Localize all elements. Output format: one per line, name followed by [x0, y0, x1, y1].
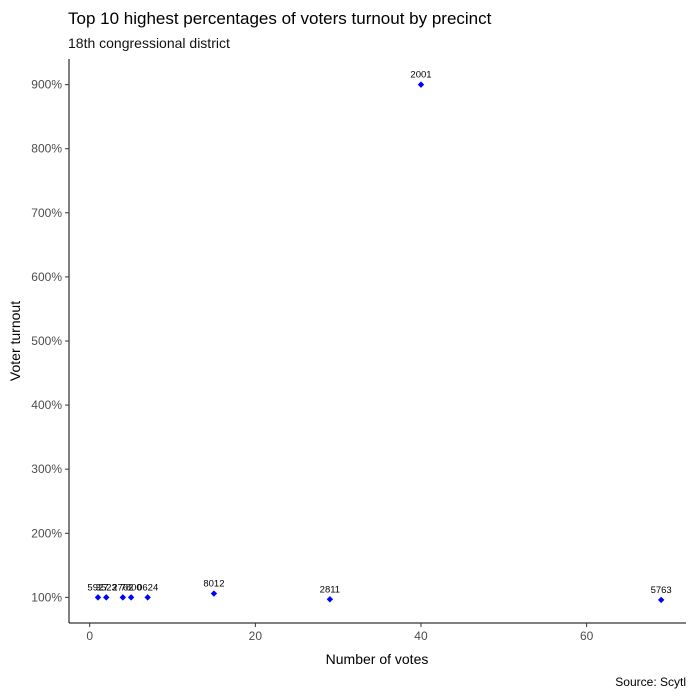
point-label: 2811: [320, 584, 340, 595]
point-label: 5927: [87, 582, 108, 593]
y-tick-label: 500%: [31, 334, 62, 348]
data-point: [119, 594, 127, 601]
data-point: [103, 594, 110, 601]
data-point: [210, 590, 218, 597]
data-point: [144, 594, 151, 601]
x-axis-ticks: 0 20 40 60: [86, 623, 594, 643]
y-tick-label: 900%: [31, 78, 62, 92]
point-label: 3523: [96, 582, 117, 593]
y-tick-label: 800%: [31, 142, 62, 156]
y-axis-title: Voter turnout: [7, 301, 23, 381]
y-tick-label: 700%: [31, 206, 62, 220]
y-tick-label: 600%: [31, 270, 62, 284]
y-tick-label: 200%: [31, 526, 62, 540]
x-tick-label: 40: [414, 629, 428, 643]
y-tick-label: 100%: [31, 590, 62, 604]
chart-subtitle: 18th congressional district: [68, 35, 230, 51]
data-point: [94, 594, 102, 601]
data-point: [127, 594, 135, 601]
data-point: [417, 81, 425, 88]
point-label: 2001: [410, 70, 431, 81]
data-point: [326, 596, 334, 603]
y-tick-label: 300%: [31, 462, 62, 476]
point-label: 2762: [112, 582, 133, 593]
point-label: 7800: [121, 582, 142, 593]
y-tick-label: 400%: [31, 398, 62, 412]
point-label: 8012: [203, 579, 224, 590]
y-axis-ticks: 100% 200% 300% 400% 500% 600% 700% 800% 900%: [31, 78, 69, 604]
data-point: [657, 596, 665, 604]
x-tick-label: 0: [86, 629, 93, 643]
point-label: 0624: [137, 582, 158, 593]
x-axis-title: Number of votes: [326, 651, 429, 667]
x-tick-label: 60: [580, 629, 594, 643]
point-label: 5763: [651, 585, 672, 596]
data-points: [94, 81, 665, 604]
chart-caption: Source: Scytl: [615, 675, 686, 689]
x-tick-label: 20: [249, 629, 263, 643]
chart-title: Top 10 highest percentages of voters tur…: [68, 9, 492, 28]
